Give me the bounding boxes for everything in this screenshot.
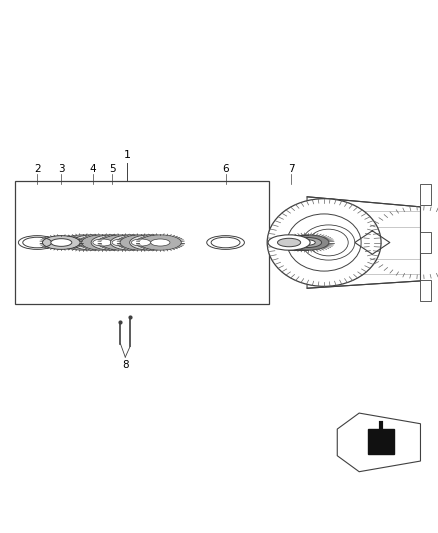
Text: 8: 8 (122, 360, 129, 370)
Bar (420, 280, 431, 301)
Ellipse shape (51, 239, 72, 246)
Text: 1: 1 (124, 150, 131, 160)
Ellipse shape (72, 235, 114, 250)
Text: 7: 7 (288, 164, 295, 174)
Ellipse shape (91, 235, 133, 250)
Ellipse shape (110, 235, 152, 250)
Text: 2: 2 (34, 164, 41, 174)
Ellipse shape (268, 235, 310, 250)
Ellipse shape (131, 239, 151, 246)
Ellipse shape (93, 239, 112, 246)
Polygon shape (368, 429, 394, 454)
Ellipse shape (120, 235, 162, 250)
Ellipse shape (74, 239, 93, 246)
Ellipse shape (302, 225, 355, 260)
Bar (15, 181, 269, 304)
Ellipse shape (151, 239, 170, 246)
Ellipse shape (278, 238, 300, 247)
Ellipse shape (101, 235, 143, 250)
Text: 6: 6 (222, 164, 229, 174)
Polygon shape (307, 197, 420, 288)
Ellipse shape (141, 239, 160, 246)
Ellipse shape (139, 235, 181, 250)
Bar (420, 184, 431, 205)
Ellipse shape (130, 235, 172, 250)
Text: 3: 3 (58, 164, 65, 174)
Ellipse shape (267, 199, 381, 286)
Ellipse shape (62, 235, 104, 250)
Ellipse shape (83, 239, 102, 246)
Ellipse shape (309, 229, 348, 256)
Text: 5: 5 (109, 164, 116, 174)
Text: 4: 4 (89, 164, 96, 174)
Ellipse shape (294, 238, 321, 247)
Ellipse shape (287, 235, 329, 250)
Ellipse shape (81, 235, 124, 250)
Ellipse shape (122, 239, 141, 246)
Bar (420, 232, 431, 253)
Ellipse shape (42, 236, 80, 249)
Ellipse shape (112, 239, 131, 246)
Ellipse shape (102, 239, 122, 246)
Ellipse shape (287, 214, 361, 271)
Ellipse shape (300, 240, 315, 245)
